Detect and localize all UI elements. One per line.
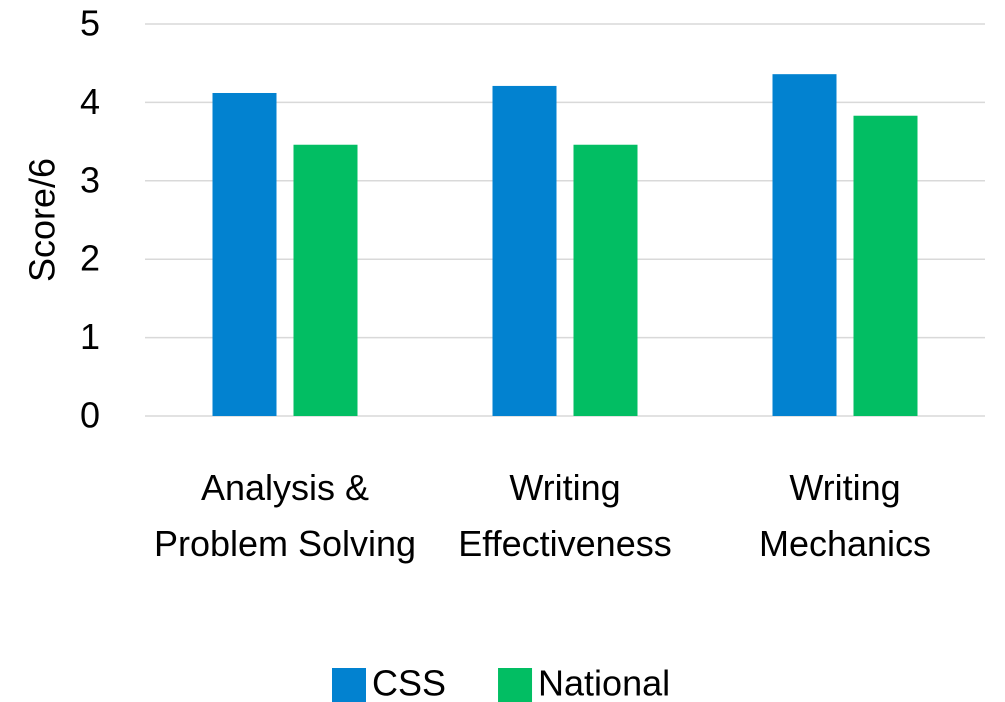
bar	[772, 74, 837, 417]
bar	[853, 115, 918, 416]
bar	[492, 85, 557, 416]
bar	[212, 92, 277, 416]
x-tick-label: Writing Effectiveness	[458, 467, 672, 564]
bar	[293, 144, 358, 416]
legend-label: National	[538, 663, 670, 702]
y-tick-label: 0	[80, 395, 100, 436]
bar	[573, 144, 638, 416]
y-tick-label: 2	[80, 238, 100, 279]
legend-swatch	[498, 668, 533, 702]
y-tick-label: 5	[80, 3, 100, 44]
y-axis-label: Score/6	[22, 158, 63, 282]
y-tick-label: 1	[80, 316, 100, 357]
legend-label: CSS	[372, 663, 446, 702]
x-tick-label: Writing Mechanics	[758, 467, 932, 564]
x-tick-label: Analysis & Problem Solving	[153, 467, 417, 564]
y-tick-label: 3	[80, 159, 100, 200]
legend-swatch	[332, 668, 366, 702]
y-tick-label: 4	[80, 81, 100, 122]
